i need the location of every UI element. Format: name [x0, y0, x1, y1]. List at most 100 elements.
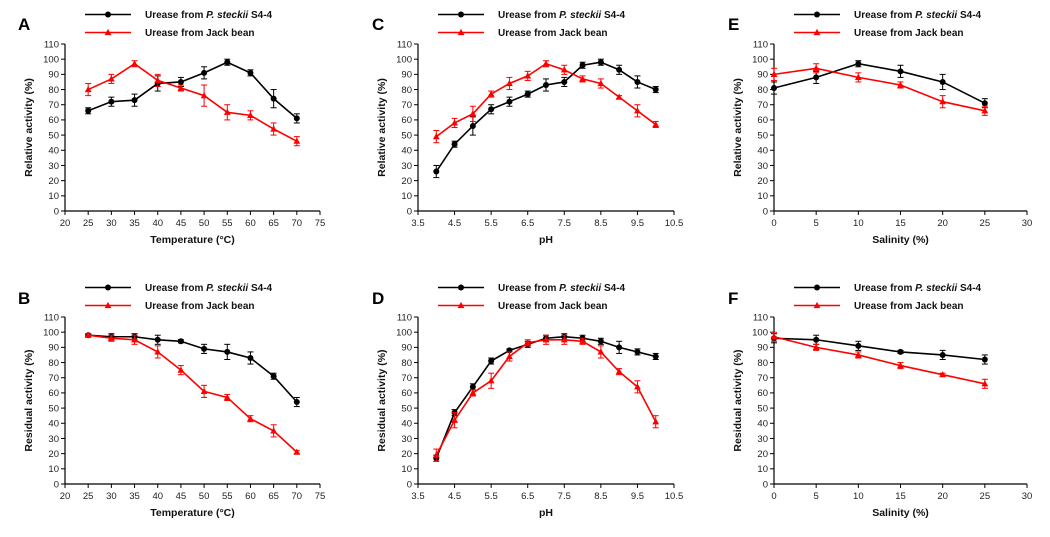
data-point [293, 115, 300, 122]
data-point [154, 336, 161, 343]
panel-letter: F [728, 289, 738, 308]
chart-panel-e: E 0 10 20 30 40 50 60 70 80 90 100 110 0 5 10 15 20 25 30 Sa… [728, 10, 1032, 246]
data-point [854, 73, 862, 80]
x-tick-label: 5 [814, 491, 819, 502]
data-point [542, 60, 550, 67]
x-tick-label: 6.5 [521, 491, 534, 502]
data-point [247, 415, 254, 422]
y-tick-label: 100 [752, 54, 768, 65]
data-point [812, 64, 820, 71]
y-tick-label: 50 [48, 130, 59, 141]
y-tick-label: 90 [757, 343, 768, 354]
data-point [561, 78, 568, 85]
x-tick-label: 5 [814, 218, 819, 229]
y-tick-label: 100 [396, 327, 412, 338]
x-tick-label: 5.5 [485, 218, 498, 229]
x-tick-label: 65 [268, 491, 279, 502]
x-tick-label: 70 [292, 491, 303, 502]
y-tick-label: 20 [401, 449, 412, 460]
y-tick-label: 80 [401, 358, 412, 369]
panel-letter: D [372, 289, 384, 308]
data-point [451, 119, 458, 126]
x-tick-label: 9.5 [631, 218, 644, 229]
data-point [634, 78, 641, 85]
y-tick-label: 20 [757, 176, 768, 187]
data-point [981, 380, 989, 387]
data-point [131, 60, 138, 67]
x-tick-label: 70 [292, 218, 303, 229]
x-tick-label: 75 [315, 218, 326, 229]
series-line [87, 61, 298, 119]
y-tick-label: 30 [401, 161, 412, 172]
y-tick-label: 100 [752, 327, 768, 338]
y-axis-label: Relative activity (%) [376, 78, 388, 177]
data-point [506, 79, 513, 87]
x-axis-label: pH [539, 234, 553, 246]
data-point [451, 141, 458, 148]
data-point [108, 98, 115, 105]
x-tick-label: 60 [245, 491, 256, 502]
x-tick-label: 10.5 [665, 218, 684, 229]
x-tick-label: 30 [1022, 218, 1033, 229]
data-point [84, 331, 92, 338]
x-tick-label: 5.5 [485, 491, 498, 502]
data-point [433, 168, 440, 175]
y-tick-label: 100 [43, 327, 59, 338]
chart-panel-a: A 0 10 20 30 40 50 60 70 80 90 100 110 20 25 30 35 40 45 50… [18, 10, 325, 246]
data-point [224, 59, 231, 66]
data-point [770, 70, 778, 77]
y-tick-label: 110 [44, 312, 59, 323]
y-tick-label: 80 [48, 85, 59, 96]
y-tick-label: 20 [48, 176, 59, 187]
data-point [451, 416, 458, 423]
x-tick-label: 4.5 [448, 218, 461, 229]
data-point [597, 79, 605, 87]
series-line [435, 62, 657, 138]
y-tick-label: 50 [757, 403, 768, 414]
y-tick-label: 0 [763, 479, 768, 490]
chart-panel-b: B 0 10 20 30 40 50 60 70 80 90 100 110 20 25 30 35 40 45 50… [18, 283, 325, 519]
data-point [84, 85, 92, 93]
legend-marker [104, 301, 112, 309]
x-tick-label: 25 [980, 491, 991, 502]
data-point [85, 107, 92, 114]
x-tick-label: 0 [771, 491, 776, 502]
legend-label: Urease from Jack bean [854, 28, 964, 39]
data-point [652, 120, 660, 128]
x-tick-label: 55 [222, 491, 233, 502]
y-tick-label: 100 [396, 54, 412, 65]
data-point [543, 81, 549, 88]
y-tick-label: 10 [757, 464, 768, 475]
y-tick-label: 80 [401, 85, 412, 96]
data-point [855, 60, 862, 67]
y-tick-label: 50 [757, 130, 768, 141]
legend-marker [457, 301, 465, 309]
data-point [634, 107, 641, 114]
y-tick-label: 100 [43, 54, 59, 65]
series-line [773, 335, 985, 385]
panel-letter: A [18, 15, 30, 34]
data-point [270, 125, 278, 132]
y-tick-label: 60 [48, 115, 59, 126]
x-axis-label: Temperature (°C) [150, 234, 235, 246]
y-tick-label: 40 [401, 419, 412, 430]
data-point [615, 368, 623, 375]
data-point [855, 342, 862, 349]
y-tick-label: 70 [757, 100, 768, 111]
y-tick-label: 90 [401, 70, 412, 81]
data-point [939, 351, 946, 358]
legend-marker [814, 284, 820, 291]
y-tick-label: 60 [757, 388, 768, 399]
y-tick-label: 110 [753, 312, 768, 323]
y-tick-label: 10 [401, 464, 412, 475]
data-point [939, 78, 946, 85]
data-point [469, 122, 476, 129]
y-tick-label: 0 [763, 206, 768, 217]
data-point [177, 78, 184, 85]
data-point [560, 66, 568, 73]
y-tick-label: 60 [48, 388, 59, 399]
x-tick-label: 55 [222, 218, 233, 229]
x-tick-label: 25 [980, 218, 991, 229]
data-point [469, 389, 477, 396]
data-point [293, 399, 300, 406]
